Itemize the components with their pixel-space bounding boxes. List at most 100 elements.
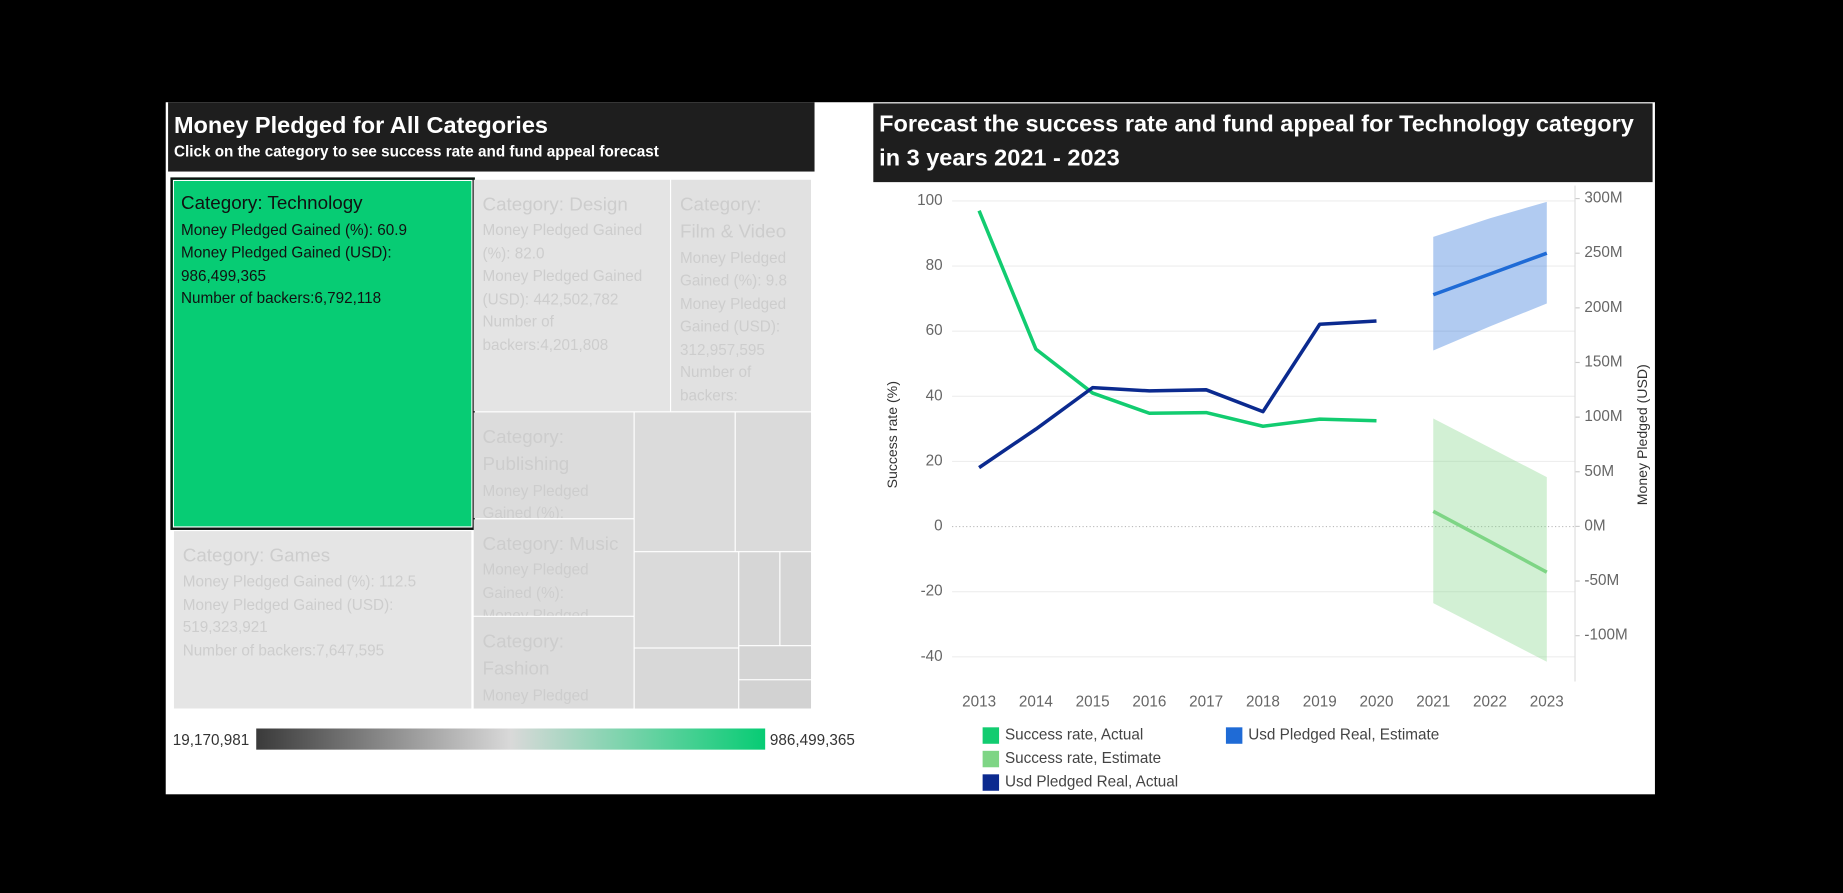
field-value: 312,957,595 — [679, 340, 765, 359]
y2-tick-label: 50M — [1584, 463, 1614, 480]
y2-tick-label: 200M — [1584, 299, 1622, 316]
y-tick-label: -20 — [921, 583, 943, 600]
tile-category: Category: Film & Video — [679, 194, 787, 243]
tile-field: Money Pledged Gained (%): — [482, 683, 623, 708]
treemap-tile[interactable]: Category: Fashion Money Pledged Gained (%… — [473, 616, 633, 708]
tile-category: Category: Design — [482, 194, 628, 215]
legend-label: Usd Pledged Real, Actual — [1005, 774, 1178, 791]
field-label: Money Pledged Gained (%): — [181, 220, 373, 238]
legend-label: Success rate, Estimate — [1005, 750, 1161, 767]
y-tick-label: 40 — [926, 387, 943, 404]
forecast-header: Forecast the success rate and fund appea… — [873, 103, 1653, 183]
series-line — [1432, 509, 1548, 574]
field-value: 4,201,808 — [540, 336, 609, 354]
x-tick-label: 2023 — [1530, 694, 1564, 711]
tile-field: Number of backers: — [680, 361, 801, 407]
field-value: 986,499,365 — [181, 266, 266, 284]
treemap-tile[interactable]: Category: Publishing Money Pledged Gained… — [473, 411, 633, 518]
tile-field: Money Pledged Gained (%): 112.5 — [183, 570, 462, 593]
y-tick-label: 0 — [934, 518, 943, 535]
field-label: Money Pledged Gained (%): — [182, 572, 375, 590]
color-legend-bar — [256, 728, 766, 750]
field-value: 7,647,595 — [316, 641, 385, 659]
field-value: 112.5 — [378, 572, 417, 590]
x-tick-label: 2016 — [1132, 694, 1166, 711]
y2-tick-label: -100M — [1584, 627, 1627, 644]
legend-swatch — [982, 727, 1000, 744]
field-label: Number of backers: — [181, 289, 315, 308]
tile-field: Money Pledged Gained (%): — [482, 479, 623, 518]
series-line — [977, 210, 1377, 429]
tile-field: Number of backers:4,201,808 — [482, 311, 659, 357]
color-legend-max: 986,499,365 — [769, 730, 855, 749]
field-label: Money Pledged Gained (USD): — [482, 607, 588, 616]
field-label: Number of backers: — [182, 641, 317, 659]
tile-field: Number of backers:7,647,595 — [183, 639, 462, 662]
y-tick-label: -40 — [921, 648, 943, 665]
treemap-tile[interactable] — [634, 648, 738, 708]
x-tick-label: 2013 — [962, 694, 996, 711]
tile-category: Category: Fashion — [482, 631, 565, 680]
treemap-tile[interactable] — [738, 551, 779, 645]
y-tick-label: 60 — [926, 322, 943, 339]
tile-field: Money Pledged Gained (USD): 442,502,782 — [482, 265, 659, 311]
forecast-band — [1433, 201, 1547, 351]
legend-label: Success rate, Actual — [1005, 727, 1143, 744]
treemap-tile[interactable] — [779, 551, 811, 645]
x-tick-label: 2021 — [1416, 694, 1450, 711]
treemap-tile[interactable]: Category: Design Money Pledged Gained (%)… — [473, 179, 670, 411]
legend-swatch — [1225, 727, 1243, 744]
x-tick-label: 2017 — [1189, 694, 1223, 711]
legend-swatch — [982, 750, 1000, 768]
y-tick-label: 80 — [926, 257, 943, 274]
x-tick-label: 2020 — [1360, 694, 1394, 711]
tile-field: Money Pledged Gained (USD): 986,499,365 — [181, 241, 464, 287]
field-label: Money Pledged Gained (%): — [482, 481, 589, 518]
field-value: 6,792,118 — [314, 289, 382, 308]
y2-tick-label: 300M — [1584, 190, 1622, 207]
treemap-tile[interactable] — [634, 551, 738, 647]
treemap-tile[interactable] — [738, 645, 811, 679]
y2-tick-label: 0M — [1584, 517, 1605, 534]
tile-field: Number of backers:6,792,118 — [181, 287, 464, 310]
treemap-tile[interactable]: Category: Music Money Pledged Gained (%):… — [473, 518, 633, 616]
treemap-tile[interactable]: Category: Games Money Pledged Gained (%):… — [173, 530, 471, 708]
tile-field: Money Pledged Gained (USD): — [482, 604, 623, 616]
tile-field: Money Pledged Gained (%): 60.9 — [181, 218, 464, 241]
field-label: Money Pledged Gained (%): — [482, 685, 589, 704]
y-axis-title: Success rate (%) — [884, 381, 900, 488]
color-legend-min: 19,170,981 — [172, 730, 250, 749]
treemap-tile[interactable]: Category: Film & Video Money Pledged Gain… — [670, 179, 811, 411]
y2-tick-label: -50M — [1584, 572, 1619, 589]
field-value: 519,323,921 — [182, 618, 268, 636]
x-tick-label: 2022 — [1473, 694, 1507, 711]
tile-field: Money Pledged Gained (USD): 519,323,921 — [183, 593, 462, 639]
treemap-title: Money Pledged for All Categories — [173, 112, 548, 139]
y-tick-label: 20 — [926, 452, 943, 469]
field-value: 442,502,782 — [533, 289, 619, 308]
tile-field: Money Pledged Gained (%): — [482, 558, 623, 604]
field-label: Number of backers: — [482, 312, 554, 354]
field-label: Number of backers: — [679, 363, 752, 405]
y2-axis-title: Money Pledged (USD) — [1634, 364, 1650, 505]
x-tick-label: 2019 — [1303, 694, 1337, 711]
tile-category: Category: Games — [182, 545, 331, 566]
y-tick-label: 100 — [917, 192, 942, 209]
tile-category: Category: Technology — [181, 193, 363, 214]
tile-category: Category: Publishing — [482, 427, 570, 475]
field-label: Money Pledged Gained (USD): — [679, 294, 787, 336]
x-tick-label: 2018 — [1246, 694, 1280, 711]
treemap-tile[interactable] — [735, 411, 811, 551]
treemap-tile[interactable] — [634, 411, 735, 551]
treemap-header: Money Pledged for All Categories Click o… — [168, 102, 815, 172]
treemap-tile[interactable] — [738, 679, 811, 708]
field-label: Money Pledged Gained (USD): — [181, 243, 392, 261]
forecast-title: Forecast the success rate and fund appea… — [879, 111, 1634, 172]
field-label: Money Pledged Gained (%): — [679, 248, 787, 290]
field-label: Money Pledged Gained (USD): — [182, 595, 394, 613]
legend-swatch — [982, 774, 1000, 791]
y2-tick-label: 250M — [1584, 244, 1622, 261]
x-tick-label: 2015 — [1076, 694, 1110, 711]
treemap-tile[interactable]: Category: Technology Money Pledged Gained… — [170, 177, 475, 530]
